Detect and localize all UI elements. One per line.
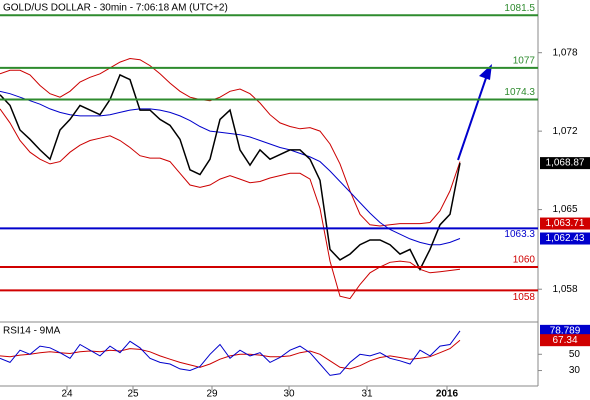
rsi-marker-label: 78.789 [550,326,581,337]
arrow [457,77,487,161]
rsi-marker [540,334,590,347]
series-line [0,73,461,271]
chart-title: GOLD/US DOLLAR - 30min - 7:06:18 AM (UTC… [3,3,228,14]
price-marker [540,217,590,230]
price-marker-label: 1,068.87 [546,158,585,169]
level-label: 1077 [513,56,536,67]
y-tick-label: 1,078 [552,47,577,58]
series-line [0,330,461,376]
x-tick-label: 25 [127,389,139,400]
x-tick-label: 31 [361,389,373,400]
title-bg [0,0,236,14]
rsi-tick-label: 30 [569,365,581,376]
series-line [0,339,461,370]
x-tick-label: 2016 [436,389,459,400]
level-label: 1060 [513,255,536,266]
y-tick-label: 1,058 [552,284,577,295]
y-tick-label: 1,065 [552,204,577,215]
level-label: 1058 [513,292,536,303]
price-marker [540,232,590,245]
rsi-title: RSI14 - 9MA [3,326,61,337]
level-label: 1074.3 [504,87,535,98]
level-label: 1081.5 [504,3,535,14]
price-marker [540,157,590,170]
level-label: 1063.3 [504,229,535,240]
rsi-tick-label: 50 [569,349,581,360]
series-line [0,90,461,246]
rsi-marker-label: 67.34 [552,335,577,346]
rsi-marker [540,324,590,337]
series-line [0,108,461,300]
series-line [0,57,461,227]
x-tick-label: 30 [283,389,295,400]
price-marker-label: 1,063.71 [546,218,585,229]
main-panel [0,57,461,300]
y-tick-label: 1,072 [552,126,577,137]
x-tick-label: 29 [206,389,218,400]
price-marker-label: 1,062.43 [546,233,585,244]
x-tick-label: 24 [61,389,73,400]
